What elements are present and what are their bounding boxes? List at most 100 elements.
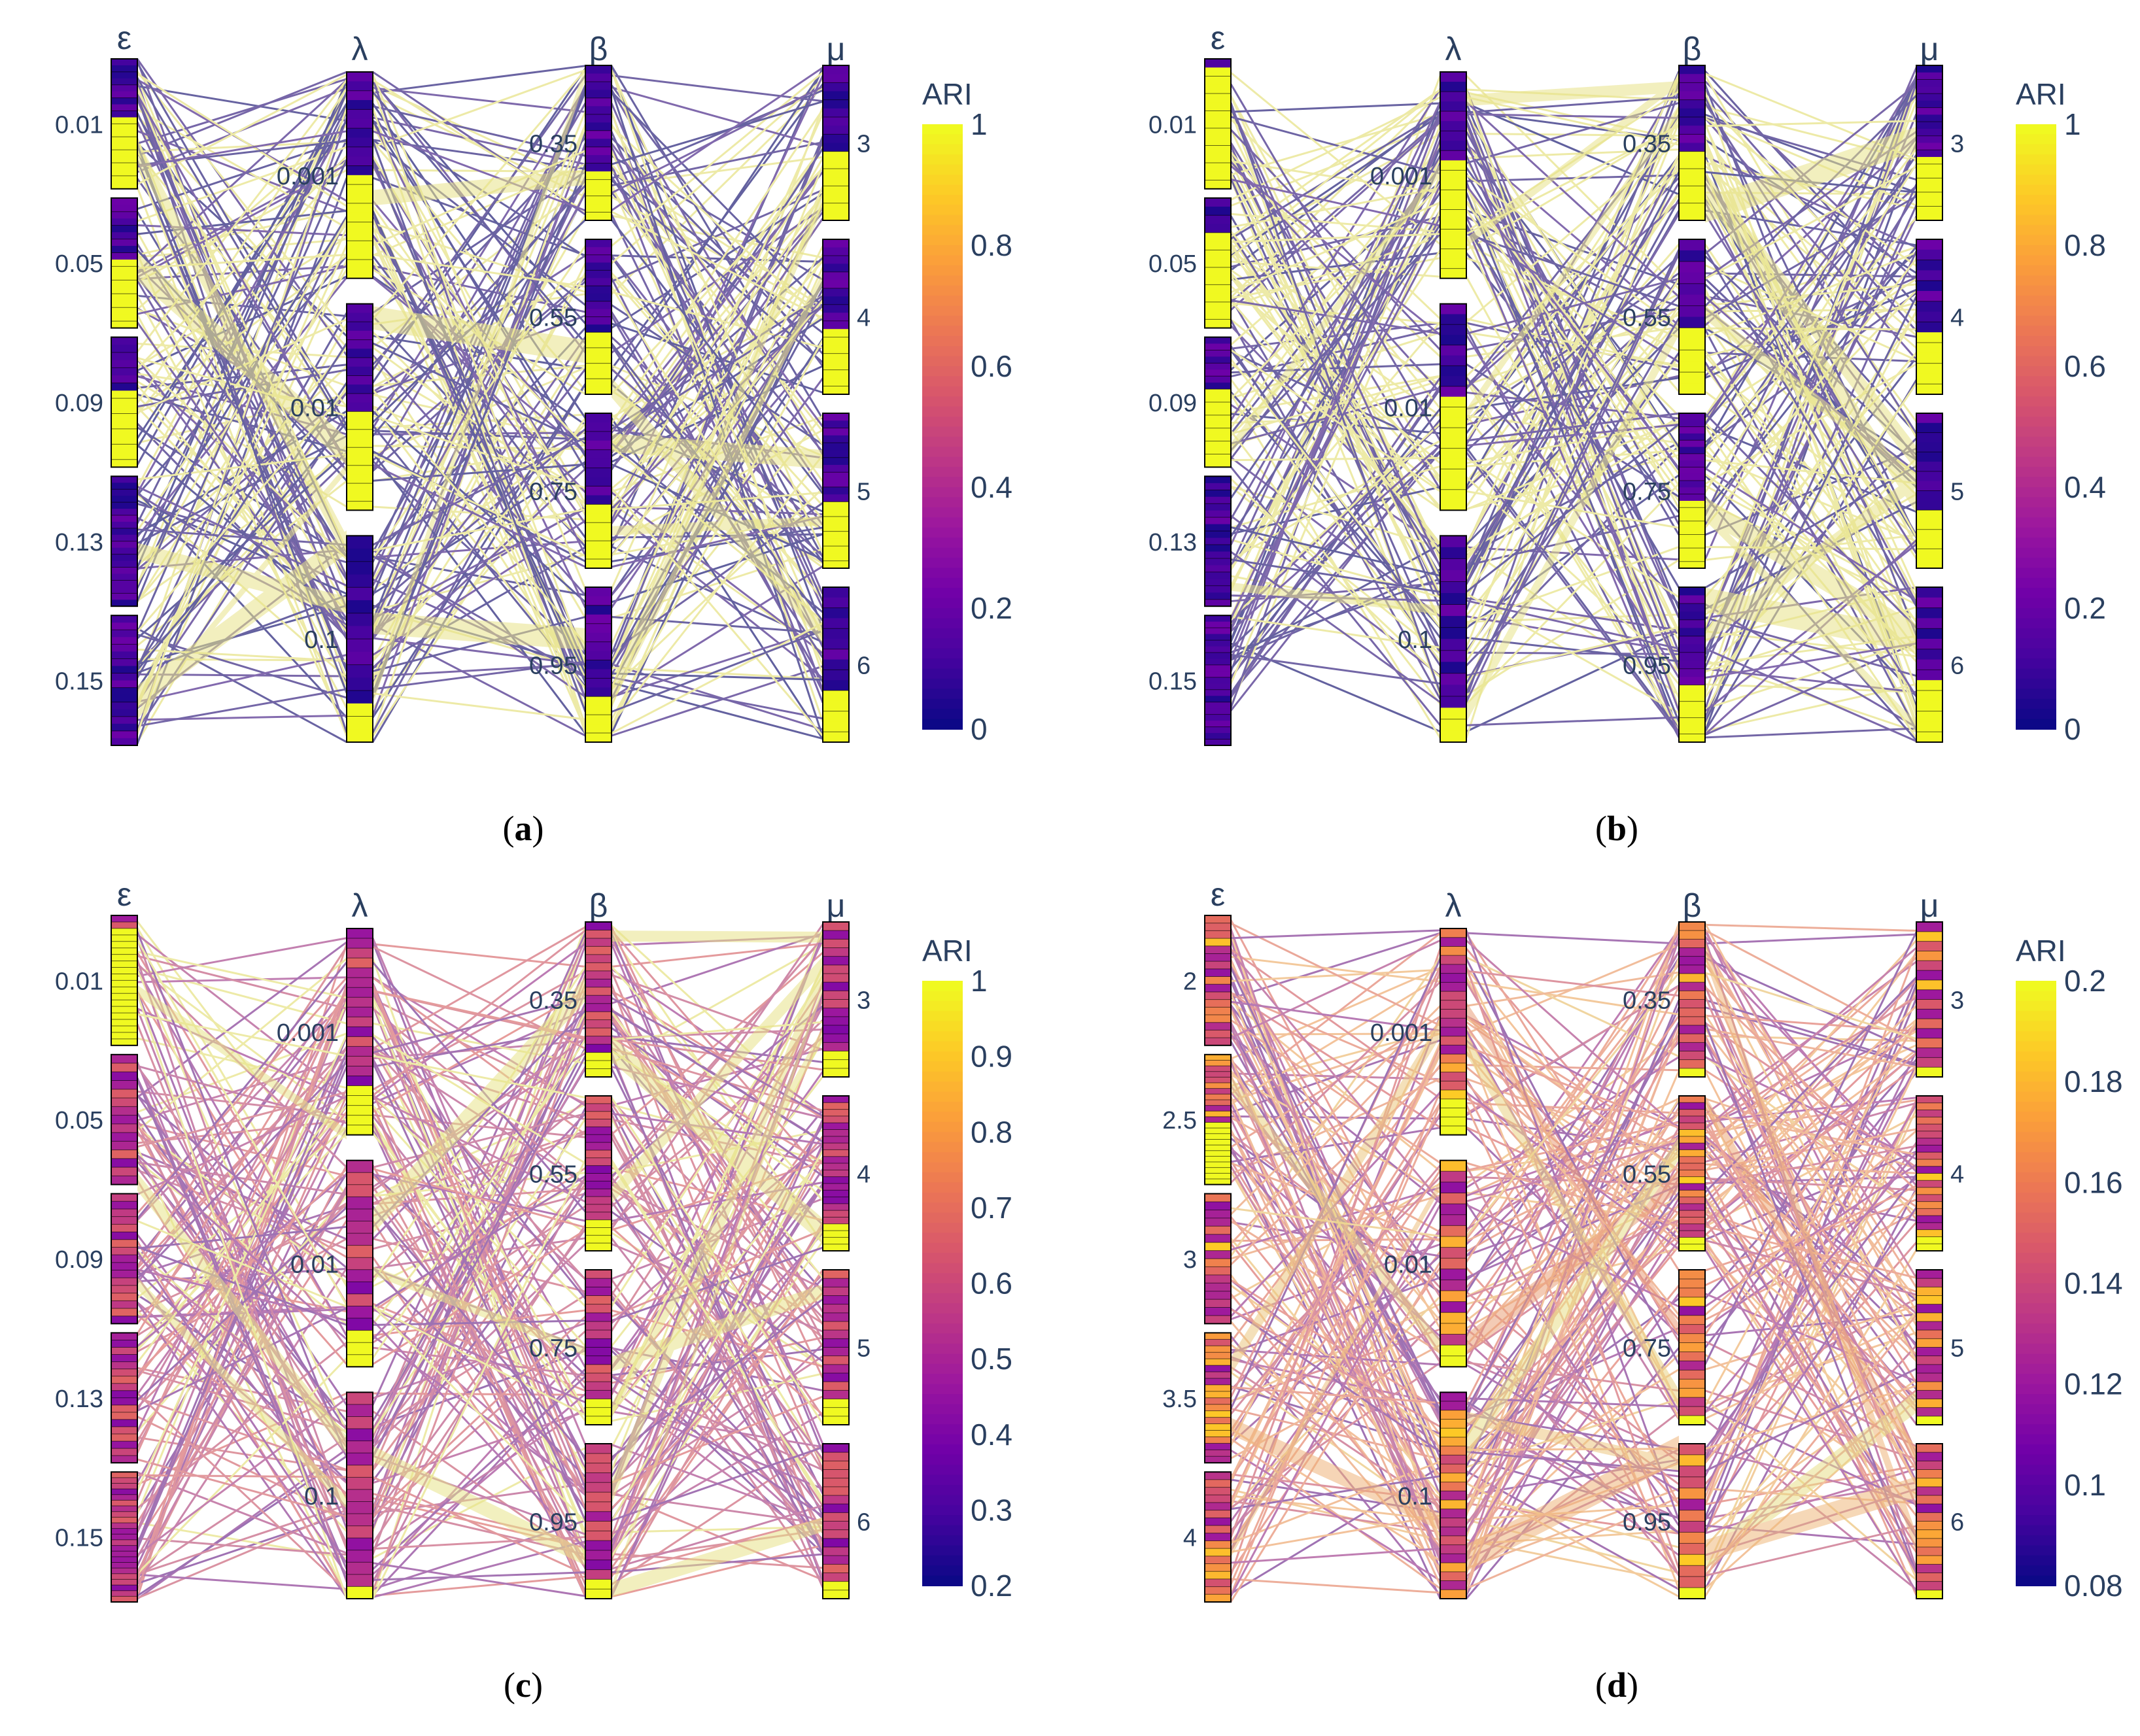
category-bar[interactable]: 0.05 xyxy=(1148,197,1232,329)
category-bar[interactable]: 5 xyxy=(822,413,871,569)
high-ari-band xyxy=(1705,171,1916,471)
colorbar-swatch xyxy=(2016,1061,2056,1072)
category-bar[interactable]: 0.55 xyxy=(529,239,612,395)
category-bar[interactable]: 0.95 xyxy=(529,1443,612,1599)
ribbon-segment xyxy=(1230,1438,1441,1590)
category-bar[interactable]: 3.5 xyxy=(1162,1332,1232,1464)
category-bar[interactable]: 0.1 xyxy=(1398,1391,1467,1599)
category-stripe xyxy=(111,1568,137,1574)
category-stripe xyxy=(111,1000,137,1007)
category-bar[interactable]: 5 xyxy=(1916,413,1964,569)
category-stripe xyxy=(111,1390,137,1399)
category-bar[interactable]: 0.75 xyxy=(1623,413,1706,569)
category-bar[interactable]: 0.95 xyxy=(1623,1443,1706,1599)
category-bar[interactable]: 0.15 xyxy=(55,1471,138,1603)
colorbar-swatch xyxy=(2016,134,2056,145)
category-bar[interactable]: 4 xyxy=(1183,1471,1232,1603)
category-bar[interactable]: 0.15 xyxy=(55,615,138,747)
colorbar-swatch xyxy=(922,1384,963,1395)
category-bar[interactable]: 0.15 xyxy=(1148,615,1232,747)
category-bar[interactable]: 3 xyxy=(822,921,871,1078)
category-stripe xyxy=(585,1321,612,1331)
category-stripe xyxy=(823,524,849,532)
category-bar[interactable]: 0.75 xyxy=(529,1269,612,1425)
category-bar[interactable]: 0.01 xyxy=(55,915,138,1046)
category-bar[interactable]: 3 xyxy=(1916,65,1964,221)
category-bar[interactable]: 0.75 xyxy=(529,413,612,569)
colorbar-swatch xyxy=(922,1071,963,1083)
category-bar[interactable]: 0.01 xyxy=(1384,303,1467,511)
category-bar[interactable]: 0.01 xyxy=(290,303,373,511)
category-stripe xyxy=(1916,1287,1942,1296)
category-bar[interactable]: 0.1 xyxy=(304,535,373,743)
ribbon-segment xyxy=(136,968,348,1336)
ribbon-segment xyxy=(611,295,823,430)
category-stripe xyxy=(1205,119,1231,129)
category-label: 0.15 xyxy=(55,668,103,696)
category-bar[interactable]: 3 xyxy=(1916,921,1964,1078)
category-bar[interactable]: 0.09 xyxy=(1148,336,1232,468)
category-bar[interactable]: 2 xyxy=(1183,915,1232,1046)
category-bar[interactable]: 0.09 xyxy=(55,1193,138,1325)
category-bar[interactable]: 6 xyxy=(1916,587,1964,743)
category-bar[interactable]: 0.35 xyxy=(1623,921,1706,1078)
category-bar[interactable]: 0.95 xyxy=(529,587,612,743)
category-bar[interactable]: 0.05 xyxy=(55,1053,138,1185)
category-bar[interactable]: 3 xyxy=(822,65,871,221)
category-bar[interactable]: 3 xyxy=(1183,1193,1232,1325)
category-bar[interactable]: 6 xyxy=(822,587,871,743)
category-stripe xyxy=(823,1321,849,1331)
category-bar[interactable]: 0.75 xyxy=(1623,1269,1706,1425)
category-bar[interactable]: 0.95 xyxy=(1623,587,1706,743)
ribbon-segment xyxy=(1465,73,1680,548)
category-bar[interactable]: 0.001 xyxy=(1370,928,1467,1136)
category-stripe xyxy=(1440,1225,1466,1237)
category-bar[interactable]: 0.05 xyxy=(55,197,138,329)
colorbar-swatch xyxy=(922,396,963,407)
category-bar[interactable]: 0.1 xyxy=(304,1391,373,1599)
category-bar[interactable]: 0.001 xyxy=(277,71,373,279)
category-bar[interactable]: 0.13 xyxy=(55,475,138,607)
category-bar[interactable]: 0.001 xyxy=(1370,71,1467,279)
category-bar[interactable]: 0.35 xyxy=(529,921,612,1078)
category-bar[interactable]: 0.01 xyxy=(55,58,138,190)
category-stripe xyxy=(1679,151,1705,161)
category-stripe xyxy=(1440,937,1466,947)
category-stripe xyxy=(1679,1217,1705,1225)
category-bar[interactable]: 6 xyxy=(1916,1443,1964,1599)
category-stripe xyxy=(1205,1578,1231,1588)
colorbar-swatch xyxy=(922,456,963,468)
category-bar[interactable]: 0.09 xyxy=(55,336,138,468)
category-bar[interactable]: 0.55 xyxy=(1623,1095,1706,1251)
category-stripe xyxy=(1916,72,1942,80)
category-stripe xyxy=(111,383,137,391)
category-bar[interactable]: 6 xyxy=(822,1443,871,1599)
category-bar[interactable]: 5 xyxy=(822,1269,871,1425)
category-bar[interactable]: 0.01 xyxy=(1148,58,1232,190)
category-stripe xyxy=(585,278,612,286)
category-bar[interactable]: 0.55 xyxy=(529,1095,612,1251)
category-stripe xyxy=(1679,467,1705,475)
category-stripe xyxy=(1205,634,1231,641)
category-bar[interactable]: 4 xyxy=(822,239,871,395)
category-bar[interactable]: 0.35 xyxy=(1623,65,1706,221)
category-bar[interactable]: 0.35 xyxy=(529,65,612,221)
category-bar[interactable]: 0.01 xyxy=(290,1159,373,1368)
ribbon-segment xyxy=(371,389,587,645)
category-label: 6 xyxy=(857,1509,871,1537)
colorbar-swatch xyxy=(922,1555,963,1567)
category-stripe xyxy=(1916,989,1942,1000)
category-bar[interactable]: 4 xyxy=(1916,1095,1964,1251)
category-bar[interactable]: 0.13 xyxy=(55,1332,138,1464)
category-bar[interactable]: 0.01 xyxy=(1384,1159,1467,1368)
category-bar[interactable]: 4 xyxy=(1916,239,1964,395)
category-bar[interactable]: 0.55 xyxy=(1623,239,1706,395)
category-bar[interactable]: 4 xyxy=(822,1095,871,1251)
category-bar[interactable]: 0.001 xyxy=(277,928,373,1136)
category-stripe xyxy=(111,1441,137,1449)
category-bar[interactable]: 0.13 xyxy=(1148,475,1232,607)
category-bar[interactable]: 2.5 xyxy=(1162,1053,1232,1185)
ribbon-segment xyxy=(610,140,824,662)
category-bar[interactable]: 0.1 xyxy=(1398,535,1467,743)
category-bar[interactable]: 5 xyxy=(1916,1269,1964,1425)
